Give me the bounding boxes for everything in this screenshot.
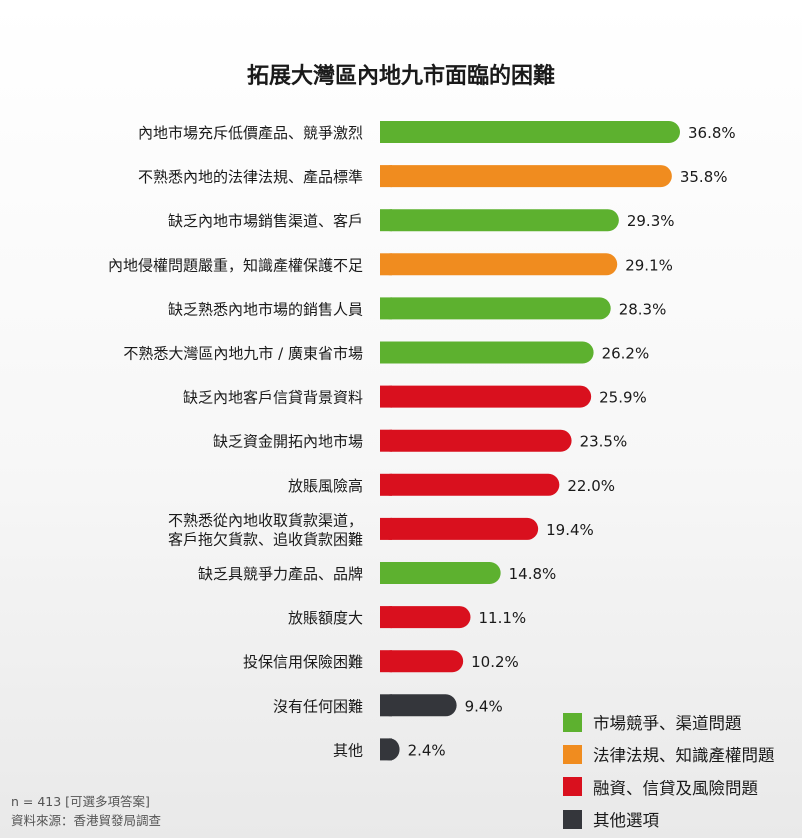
category-label: 內地侵權問題嚴重，知識產權保護不足 [108,256,363,274]
legend-label: 融資、信貸及風險問題 [593,778,758,798]
legend-label: 其他選項 [593,811,659,831]
legend-item: 市場競爭、渠道問題 [563,706,775,738]
bar-square-end [380,385,392,408]
category-label: 內地市場充斥低價產品、競爭激烈 [138,124,363,142]
value-label: 2.4% [408,741,446,759]
legend-label: 法律法規、知識產權問題 [593,746,775,766]
bar [380,385,592,408]
bar [380,297,611,320]
bar-square-end [380,253,392,276]
value-label: 9.4% [465,697,503,715]
legend-item: 其他選項 [563,803,775,835]
bar [380,606,471,629]
bar [380,253,618,276]
category-label: 投保信用保險困難 [243,653,363,671]
chart-title: 拓展大灣區內地九市面臨的困難 [246,64,555,89]
category-label: 缺乏具競爭力產品、品牌 [198,565,363,583]
bar [380,341,594,364]
bar [380,650,464,673]
category-label: 放賬額度大 [288,609,363,627]
bar-square-end [380,562,392,584]
category-label: 缺乏資金開拓內地市場 [213,433,363,451]
category-label: 缺乏內地市場銷售渠道、客戶 [168,212,363,230]
bar-square-end [380,121,392,143]
bar [380,473,560,496]
bar [380,562,501,584]
source-note: 資料來源：香港貿發局調查 [11,813,162,828]
category-label: 缺乏熟悉內地市場的銷售人員 [168,300,363,318]
bar [380,165,672,188]
bar [380,429,572,452]
value-label: 29.3% [627,212,675,230]
value-label: 29.1% [625,256,673,274]
value-label: 35.8% [680,168,728,186]
category-label: 客戶拖欠貨款、追收貨款困難 [168,530,363,548]
legend-label: 市場競爭、渠道問題 [593,714,742,734]
footnote: n = 413 [可選多項答案] 資料來源：香港貿發局調查 [11,792,161,830]
bar [380,121,680,143]
bar [380,517,539,540]
legend-swatch [563,712,582,732]
legend-swatch [563,744,582,764]
category-label: 不熟悉內地的法律法規、產品標準 [138,168,363,186]
bar-square-end [380,517,392,540]
category-label: 不熟悉從內地收取貨款渠道， [168,511,363,529]
bar-square-end [380,650,392,673]
value-label: 36.8% [688,124,736,142]
value-label: 10.2% [471,653,519,671]
category-label: 不熟悉大灣區內地九市 / 廣東省市場 [123,345,363,363]
sample-note: n = 413 [可選多項答案] [11,794,150,809]
legend-swatch [563,777,582,797]
value-label: 23.5% [580,433,628,451]
bar-square-end [380,606,392,629]
category-label: 其他 [333,741,363,759]
bar-square-end [380,209,392,232]
legend-item: 法律法規、知識產權問題 [563,738,775,770]
value-label: 26.2% [602,345,650,363]
value-label: 11.1% [478,609,526,627]
bar-square-end [380,341,392,364]
value-label: 28.3% [619,300,667,318]
value-label: 22.0% [567,477,615,495]
bar-square-end [380,473,392,496]
category-label: 沒有任何困難 [273,697,363,715]
bar-square-end [380,429,392,452]
legend-item: 融資、信貸及風險問題 [563,771,775,803]
legend-swatch [563,809,582,829]
bar-square-end [380,297,392,320]
legend: 市場競爭、渠道問題法律法規、知識產權問題 融資、信貸及風險問題 其他選項 [563,706,775,835]
bar-square-end [380,694,392,717]
bar [380,209,619,232]
category-label: 缺乏內地客戶信貸背景資料 [183,389,363,407]
value-label: 19.4% [546,521,594,539]
category-label: 放賬風險高 [288,477,363,495]
value-label: 25.9% [599,389,647,407]
bar-square-end [380,738,392,761]
value-label: 14.8% [509,565,557,583]
bar-square-end [380,165,392,188]
bar [380,694,457,717]
